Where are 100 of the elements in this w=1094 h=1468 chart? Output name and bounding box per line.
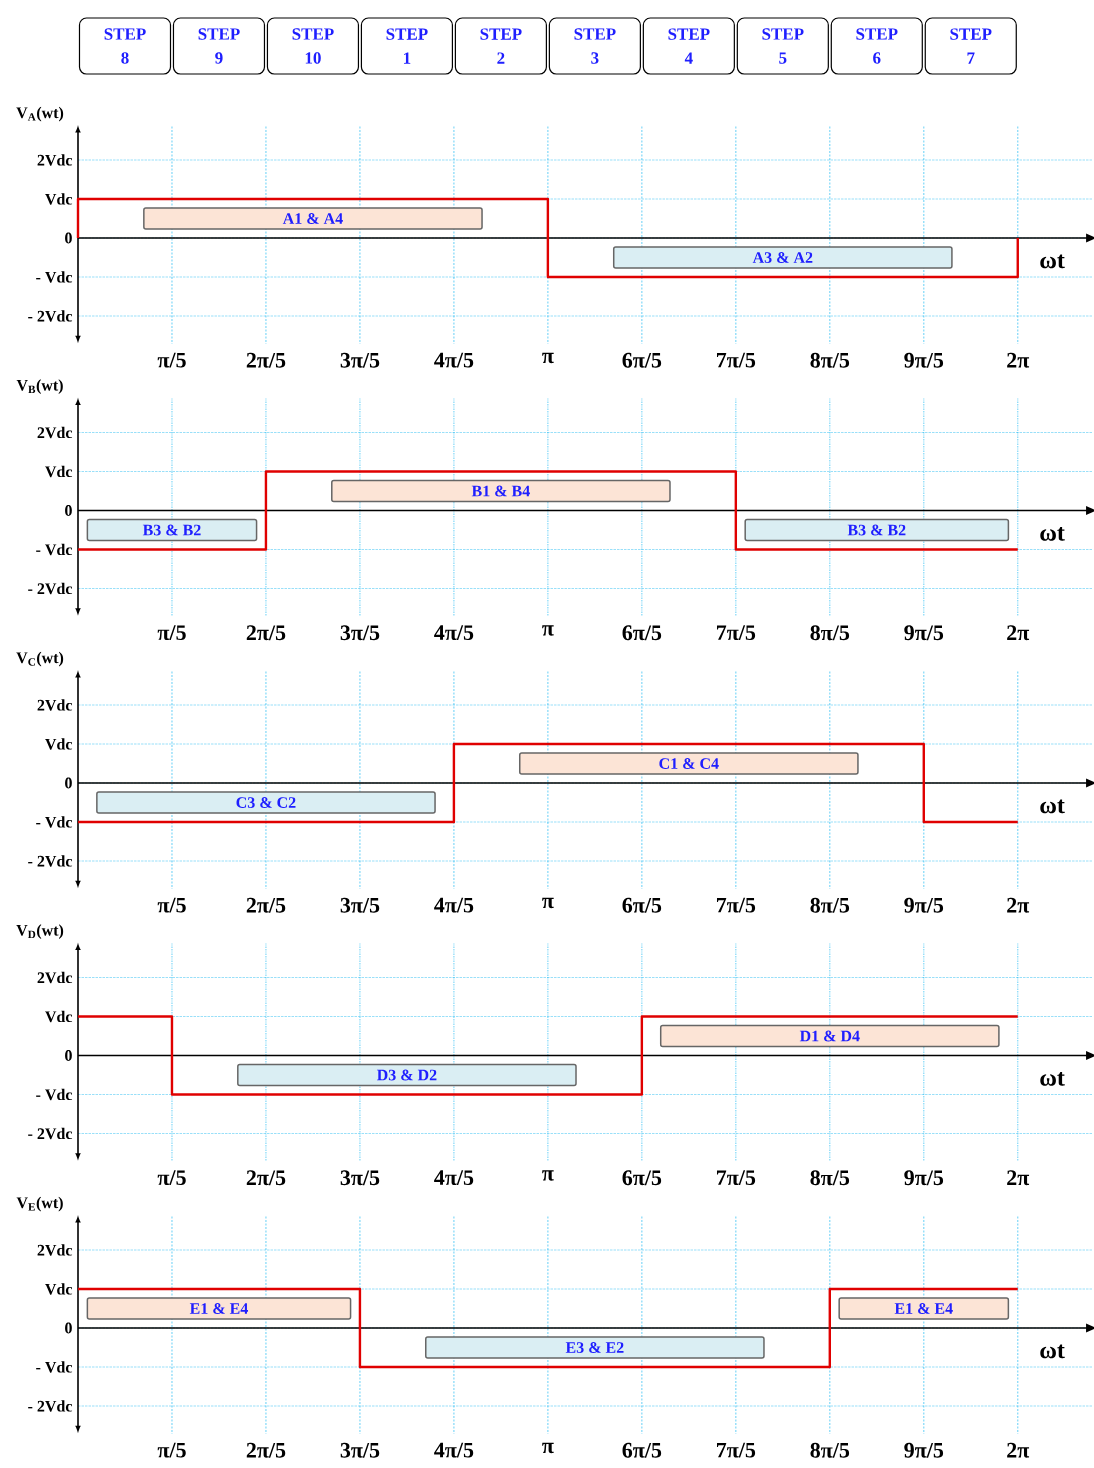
y-tick-label: Vdc (45, 1010, 73, 1023)
x-tick-label: π/5 (157, 352, 186, 368)
x-tick-label: π (542, 1442, 554, 1454)
y-tick-label: 2Vdc (37, 699, 73, 711)
x-tick-label: 8π/5 (810, 1442, 850, 1458)
x-tick-label: 9π/5 (904, 1442, 944, 1458)
annotation: C1 & C4 (659, 758, 719, 769)
y-tick-label: 2Vdc (37, 971, 73, 984)
x-tick-label: π/5 (157, 1442, 186, 1458)
y-tick-label: 0 (65, 505, 72, 516)
x-tick-label: 2π (1007, 352, 1030, 368)
y-axis-title: V$_{B}$(wt) (16, 379, 63, 394)
y-axis-title: V$_{C}$(wt) (16, 651, 64, 667)
y-tick-label: - Vdc (36, 543, 73, 556)
x-tick-label: 3π/5 (340, 1170, 380, 1186)
annotation: E1 & E4 (894, 1303, 953, 1314)
x-tick-label: 6π/5 (622, 897, 662, 913)
x-axis-title: ωt (1040, 799, 1065, 814)
text: STEP 6 (856, 28, 898, 64)
annotation: C3 & C2 (236, 797, 296, 808)
y-tick-label: - Vdc (36, 816, 73, 828)
x-tick-label: 9π/5 (904, 625, 944, 641)
x-tick-label: 4π/5 (434, 1442, 474, 1458)
y-tick-label: - 2Vdc (28, 582, 73, 595)
x-tick-label: π/5 (157, 1170, 186, 1186)
x-tick-label: 3π/5 (340, 897, 380, 913)
annotation: E3 & E2 (565, 1342, 624, 1353)
x-tick-label: π (542, 625, 554, 636)
x-tick-label: 9π/5 (904, 897, 944, 913)
y-tick-label: 0 (65, 1322, 72, 1334)
x-tick-label: 8π/5 (810, 625, 850, 641)
y-axis-title: V$_{A}$(wt) (16, 106, 64, 122)
y-tick-label: - 2Vdc (28, 1400, 73, 1412)
text: STEP 8 (104, 28, 146, 64)
text: STEP 5 (762, 28, 804, 64)
x-tick-label: π/5 (157, 897, 186, 913)
annotation: A3 & A2 (752, 252, 813, 263)
x-tick-label: 7π/5 (717, 1442, 756, 1458)
x-tick-label: 3π/5 (340, 352, 380, 368)
y-tick-label: - Vdc (36, 271, 73, 283)
x-tick-label: 2π (1007, 625, 1030, 641)
y-tick-label: - 2Vdc (28, 855, 73, 867)
text: STEP 7 (950, 28, 992, 64)
x-tick-label: π (542, 897, 554, 909)
x-tick-label: π (542, 352, 554, 364)
annotation: B3 & B2 (847, 524, 906, 536)
x-tick-label: 3π/5 (340, 625, 380, 641)
x-tick-label: 4π/5 (434, 897, 474, 913)
x-tick-label: 6π/5 (622, 352, 662, 368)
x-tick-label: 7π/5 (717, 1170, 756, 1186)
text: STEP 1 (386, 28, 428, 64)
x-tick-label: 3π/5 (340, 1442, 380, 1458)
x-tick-label: 2π/5 (246, 1442, 286, 1458)
text: STEP 9 (198, 28, 240, 64)
x-tick-label: π/5 (157, 625, 186, 641)
x-tick-label: 2π (1007, 1170, 1030, 1186)
annotation: A1 & A4 (282, 213, 343, 224)
x-tick-label: π (542, 1170, 554, 1181)
y-tick-label: - 2Vdc (28, 1127, 73, 1140)
x-tick-label: 7π/5 (717, 897, 756, 913)
x-tick-label: 2π/5 (246, 897, 286, 913)
x-tick-label: 2π/5 (246, 625, 286, 641)
y-tick-label: 2Vdc (37, 1244, 73, 1256)
x-tick-label: 7π/5 (717, 625, 756, 641)
annotation: B1 & B4 (471, 485, 530, 497)
x-tick-label: 2π (1007, 1442, 1030, 1458)
x-axis-title: ωt (1040, 254, 1065, 269)
y-axis-title: V$_{D}$(wt) (16, 924, 64, 939)
x-tick-label: 6π/5 (622, 1170, 662, 1186)
x-tick-label: 2π/5 (246, 1170, 286, 1186)
x-tick-label: 4π/5 (434, 625, 474, 641)
x-axis-title: ωt (1040, 1344, 1065, 1359)
x-axis-title: ωt (1040, 527, 1065, 541)
x-tick-label: 9π/5 (904, 352, 944, 368)
annotation: E1 & E4 (189, 1303, 248, 1314)
x-tick-label: 7π/5 (717, 352, 756, 368)
x-tick-label: 8π/5 (810, 897, 850, 913)
x-tick-label: 6π/5 (622, 1442, 662, 1458)
y-tick-label: Vdc (45, 193, 73, 205)
x-tick-label: 8π/5 (810, 1170, 850, 1186)
x-tick-label: 8π/5 (810, 352, 850, 368)
x-tick-label: 4π/5 (434, 1170, 474, 1186)
x-tick-label: 6π/5 (622, 625, 662, 641)
x-tick-label: 9π/5 (904, 1170, 944, 1186)
y-tick-label: Vdc (45, 465, 73, 478)
y-tick-label: Vdc (45, 738, 73, 750)
x-tick-label: 2π (1007, 897, 1030, 913)
x-tick-label: 2π/5 (246, 352, 286, 368)
x-tick-label: 4π/5 (434, 352, 474, 368)
y-tick-label: Vdc (45, 1283, 73, 1295)
annotation: B3 & B2 (142, 524, 201, 536)
text: STEP 4 (668, 28, 710, 64)
y-tick-label: 0 (65, 232, 72, 244)
y-tick-label: - Vdc (36, 1361, 73, 1373)
y-tick-label: - 2Vdc (28, 310, 73, 322)
y-tick-label: 0 (65, 1050, 72, 1061)
annotation: D3 & D2 (376, 1069, 437, 1081)
x-axis-title: ωt (1040, 1072, 1065, 1086)
y-tick-label: 0 (65, 777, 72, 789)
y-tick-label: 2Vdc (37, 426, 73, 439)
